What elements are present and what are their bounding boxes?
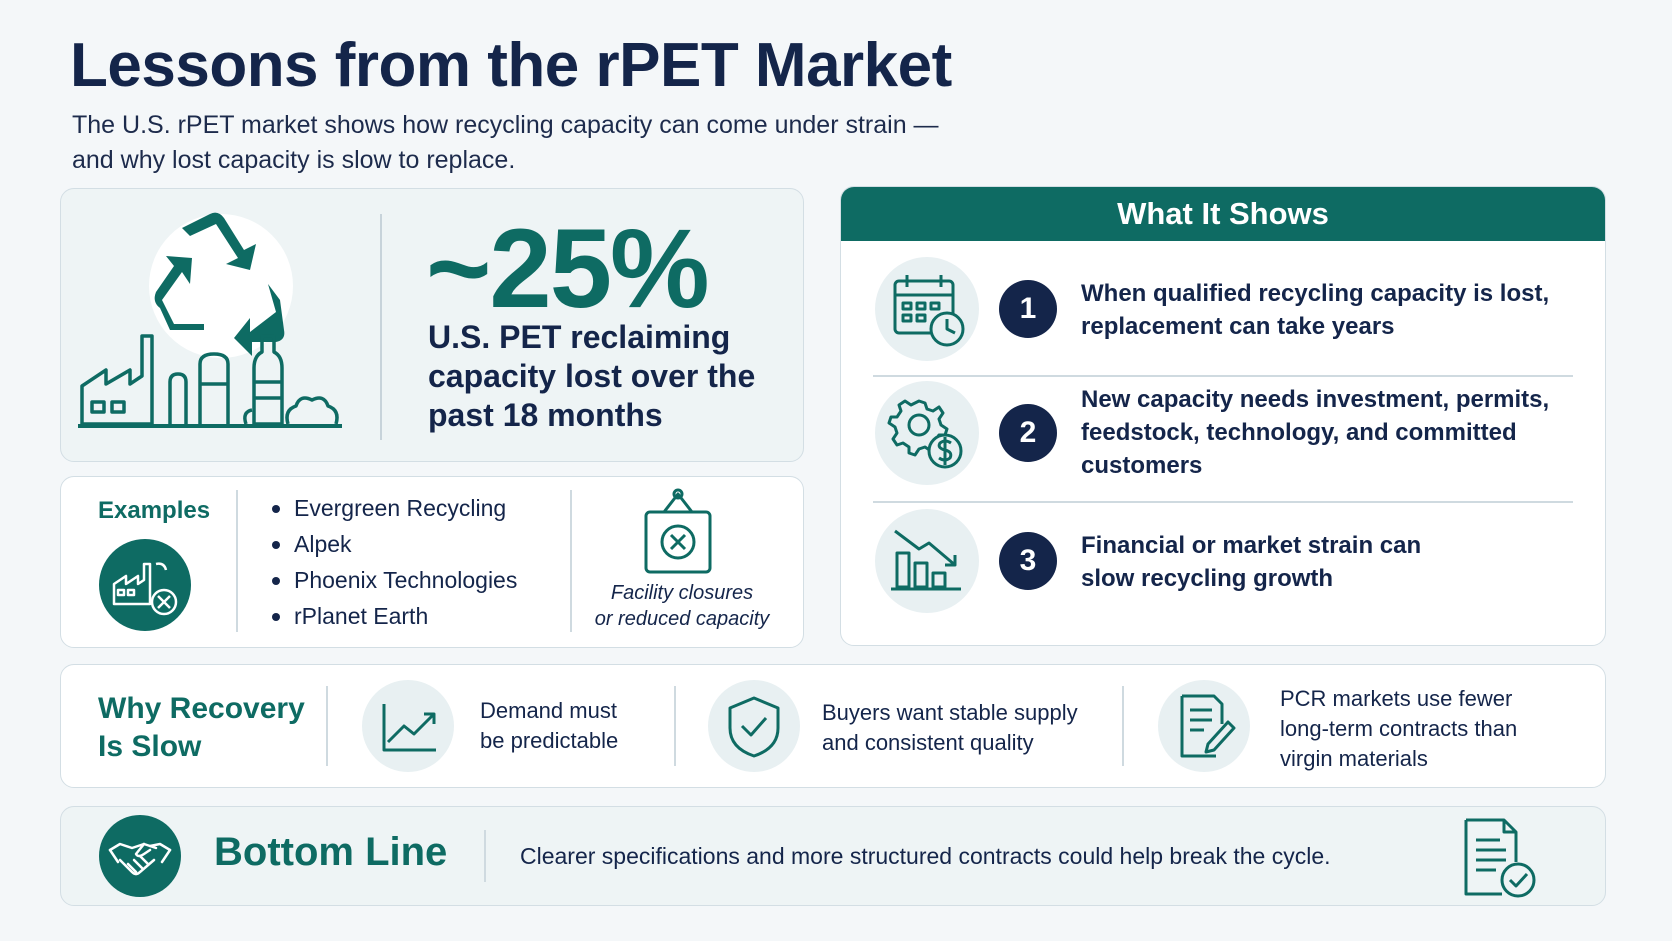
number-badge-2: 2 [999, 404, 1057, 462]
stat-divider [380, 214, 382, 440]
list-item: Alpek [272, 526, 517, 562]
why-reason-1-line-2: be predictable [480, 728, 619, 753]
number-badge-3: 3 [999, 532, 1057, 590]
handshake-icon [99, 815, 181, 897]
closure-caption: Facility closures or reduced capacity [592, 580, 772, 632]
shows-item-text-3: Financial or market strain can slow recy… [1081, 532, 1422, 592]
factory-icon [78, 334, 342, 428]
subtitle-line-1: The U.S. rPET market shows how recycling… [72, 111, 939, 139]
why-reason-3: PCR markets use fewer long-term contract… [1280, 684, 1517, 774]
closure-caption-line-2: or reduced capacity [594, 608, 770, 630]
examples-divider-1 [236, 490, 238, 632]
number-badge-1: 1 [999, 280, 1057, 338]
subtitle-line-2: and why lost capacity is slow to replace… [72, 146, 516, 174]
why-reason-2-line-1: Buyers want stable supply [822, 700, 1078, 725]
bottom-line-card [60, 806, 1606, 906]
why-reason-2-line-2: and consistent quality [822, 730, 1034, 755]
bottom-line-divider [484, 830, 486, 882]
why-recovery-label-line-2: Is Slow [98, 730, 202, 763]
gear-dollar-icon [875, 381, 979, 485]
recycle-icon [154, 212, 285, 356]
contract-pen-icon [1158, 680, 1250, 772]
shield-check-icon [708, 680, 800, 772]
why-recovery-label-line-1: Why Recovery [98, 692, 305, 725]
what-it-shows-header: What It Shows [841, 187, 1605, 241]
page-title: Lessons from the rPET Market [70, 31, 952, 100]
why-reason-3-line-1: PCR markets use fewer [1280, 686, 1513, 711]
list-item: Phoenix Technologies [272, 562, 517, 598]
why-reason-3-line-3: virgin materials [1280, 746, 1428, 771]
trend-up-chart-icon [362, 680, 454, 772]
closure-caption-line-1: Facility closures [610, 582, 754, 604]
declining-chart-icon [875, 509, 979, 613]
document-check-icon [1464, 818, 1536, 898]
why-reason-1-line-1: Demand must [480, 698, 617, 723]
shows-divider-2 [873, 501, 1573, 503]
bottom-line-text: Clearer specifications and more structur… [520, 843, 1331, 869]
examples-divider-2 [570, 490, 572, 632]
shows-item-text-1: When qualified recycling capacity is los… [1081, 280, 1550, 340]
calendar-clock-icon [875, 257, 979, 361]
bottom-line-label: Bottom Line [214, 830, 448, 874]
examples-label: Examples [98, 497, 211, 524]
why-divider-2 [674, 686, 676, 766]
recycling-factory-illustration [78, 212, 342, 428]
list-item: rPlanet Earth [272, 598, 517, 634]
why-reason-2: Buyers want stable supply and consistent… [822, 698, 1078, 758]
stat-description: U.S. PET reclaiming capacity lost over t… [428, 319, 756, 433]
why-recovery-label: Why Recovery Is Slow [98, 690, 318, 766]
why-reason-1: Demand must be predictable [480, 696, 618, 756]
why-recovery-card [60, 664, 1606, 788]
why-reason-3-line-2: long-term contracts than [1280, 716, 1518, 741]
closed-factory-icon [99, 539, 191, 631]
shows-divider-1 [873, 375, 1573, 377]
stat-value: ~25% [426, 206, 710, 331]
closed-sign-icon [644, 488, 712, 574]
why-divider-3 [1122, 686, 1124, 766]
list-item: Evergreen Recycling [272, 490, 517, 526]
why-divider-1 [326, 686, 328, 766]
page-subtitle: The U.S. rPET market shows how recycling… [72, 108, 1052, 178]
what-it-shows-card: What It Shows 1 When qualified recycling… [840, 186, 1606, 646]
examples-list: Evergreen Recycling Alpek Phoenix Techno… [272, 490, 517, 634]
shows-item-text-2: New capacity needs investment, permits, … [1081, 386, 1550, 479]
